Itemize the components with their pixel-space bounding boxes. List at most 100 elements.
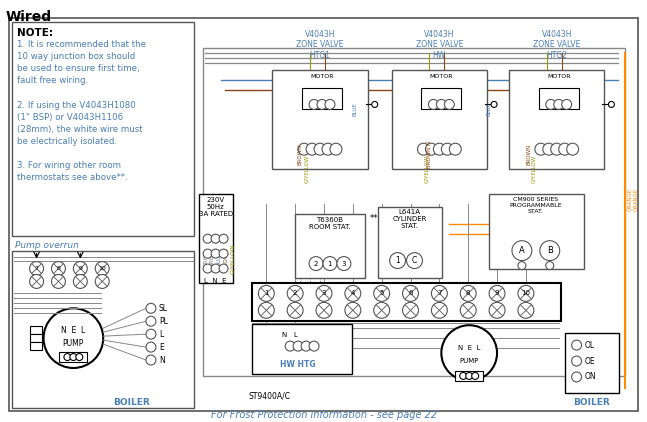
Text: G/YELLOW: G/YELLOW — [230, 243, 235, 274]
Text: ON: ON — [585, 373, 596, 381]
Circle shape — [95, 274, 109, 288]
Circle shape — [551, 143, 563, 155]
Circle shape — [441, 325, 497, 381]
Text: OE: OE — [585, 357, 595, 365]
Bar — [509, 70, 604, 169]
Circle shape — [70, 354, 77, 360]
Text: BOILER: BOILER — [573, 398, 610, 407]
Text: V4043H
ZONE VALVE
HTG2: V4043H ZONE VALVE HTG2 — [533, 30, 580, 60]
Circle shape — [285, 341, 295, 351]
Circle shape — [322, 143, 334, 155]
Text: **: ** — [369, 214, 378, 223]
Circle shape — [518, 285, 534, 301]
Circle shape — [203, 264, 212, 273]
Bar — [30, 342, 41, 350]
Text: G/YELLOW: G/YELLOW — [424, 155, 429, 183]
Circle shape — [374, 302, 389, 318]
Text: 230V
50Hz
3A RATED: 230V 50Hz 3A RATED — [199, 197, 233, 217]
Text: B: B — [547, 246, 553, 255]
Text: BLUE: BLUE — [353, 103, 357, 116]
Circle shape — [428, 100, 439, 109]
Text: 8: 8 — [466, 290, 470, 296]
Circle shape — [426, 143, 437, 155]
Circle shape — [211, 264, 220, 273]
Text: GREY: GREY — [210, 251, 215, 267]
Circle shape — [219, 249, 228, 258]
Circle shape — [436, 100, 446, 109]
Circle shape — [554, 100, 564, 109]
Circle shape — [546, 100, 556, 109]
Text: 1: 1 — [395, 256, 400, 265]
Bar — [12, 22, 193, 236]
Bar — [199, 194, 234, 284]
Bar — [455, 371, 483, 381]
Bar — [489, 194, 584, 268]
Bar — [295, 214, 365, 279]
Circle shape — [489, 302, 505, 318]
Bar — [252, 324, 352, 374]
Circle shape — [203, 234, 212, 243]
Text: 7: 7 — [34, 266, 39, 271]
Circle shape — [309, 341, 319, 351]
Circle shape — [432, 302, 447, 318]
Circle shape — [293, 341, 303, 351]
Circle shape — [52, 274, 65, 288]
Circle shape — [330, 143, 342, 155]
Text: 9: 9 — [495, 290, 499, 296]
Circle shape — [219, 264, 228, 273]
Circle shape — [518, 262, 526, 270]
Text: HW HTG: HW HTG — [280, 360, 316, 369]
Circle shape — [73, 274, 87, 288]
Text: E: E — [159, 343, 164, 352]
Bar — [60, 352, 87, 362]
Circle shape — [562, 100, 572, 109]
Bar — [421, 87, 461, 109]
Text: 1: 1 — [264, 290, 269, 296]
Circle shape — [572, 356, 582, 366]
Circle shape — [389, 253, 406, 268]
Text: BROWN: BROWN — [223, 247, 228, 270]
Circle shape — [402, 285, 419, 301]
Text: T6360B
ROOM STAT.: T6360B ROOM STAT. — [309, 217, 351, 230]
Text: ORANGE: ORANGE — [634, 187, 639, 211]
Text: PUMP: PUMP — [63, 338, 84, 348]
Bar — [30, 326, 41, 334]
Text: 3: 3 — [322, 290, 326, 296]
Circle shape — [491, 101, 497, 108]
Circle shape — [535, 143, 547, 155]
Circle shape — [316, 302, 332, 318]
Circle shape — [472, 373, 479, 379]
Text: L641A
CYLINDER
STAT.: L641A CYLINDER STAT. — [392, 209, 427, 229]
Text: L: L — [159, 330, 163, 339]
Circle shape — [433, 143, 445, 155]
Text: 6: 6 — [408, 290, 413, 296]
Circle shape — [306, 143, 318, 155]
Circle shape — [287, 285, 303, 301]
Text: N   L: N L — [282, 332, 298, 338]
Circle shape — [323, 257, 337, 271]
Circle shape — [258, 302, 274, 318]
Circle shape — [567, 143, 578, 155]
Text: For Frost Protection information - see page 22: For Frost Protection information - see p… — [211, 410, 437, 420]
Text: BLUE: BLUE — [216, 251, 221, 266]
Text: 2: 2 — [314, 260, 318, 267]
Bar — [539, 87, 578, 109]
Text: L  N  E: L N E — [204, 279, 227, 284]
Circle shape — [146, 329, 156, 339]
Bar — [252, 284, 561, 321]
Circle shape — [64, 354, 71, 360]
Circle shape — [73, 262, 87, 276]
Text: N  E  L: N E L — [458, 345, 481, 351]
Circle shape — [608, 101, 615, 108]
Text: BROWN N: BROWN N — [427, 141, 432, 168]
Text: C: C — [412, 256, 417, 265]
Circle shape — [219, 234, 228, 243]
Circle shape — [372, 101, 378, 108]
Circle shape — [489, 285, 505, 301]
Circle shape — [287, 302, 303, 318]
Bar — [203, 48, 626, 376]
Text: PL: PL — [159, 317, 168, 326]
Text: 2: 2 — [293, 290, 298, 296]
Text: 3: 3 — [342, 260, 346, 267]
Text: N: N — [159, 355, 164, 365]
